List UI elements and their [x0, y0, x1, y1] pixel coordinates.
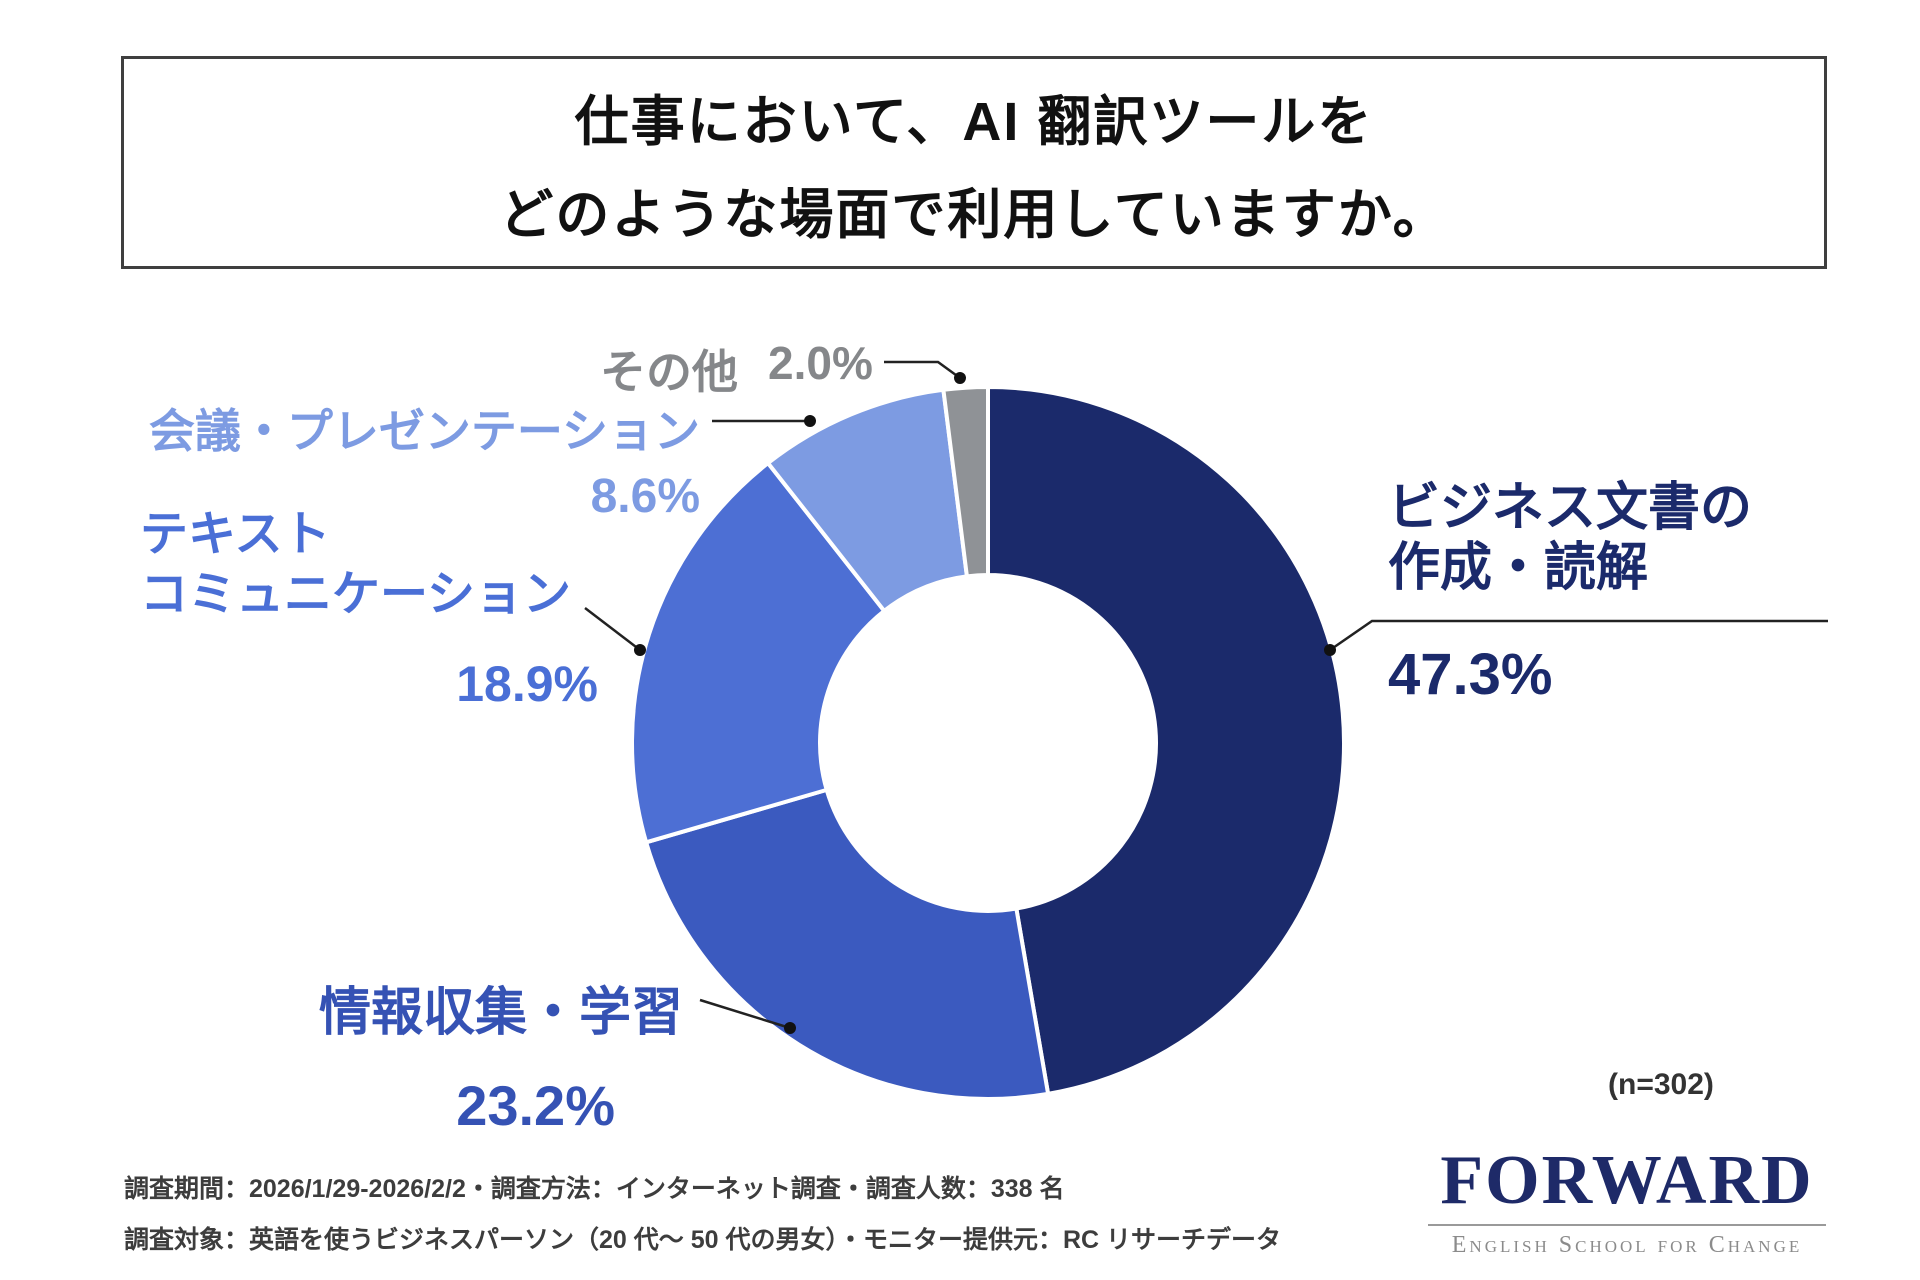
label-other-name: その他 [600, 346, 738, 398]
label-business-docs: ビジネス文書の 作成・読解 47.3% [1388, 478, 1752, 708]
leader-line-text-communication [584, 607, 641, 651]
sample-size-note: (n=302) [1608, 1068, 1714, 1101]
leader-dot-text-communication [634, 644, 646, 656]
label-info-gathering: 情報収集・学習 23.2% [319, 970, 683, 1138]
leader-dot-info [784, 1022, 796, 1034]
label-meeting-presentation-name: 会議・プレゼンテーション [148, 405, 700, 457]
label-business-docs-line2: 作成・読解 [1388, 539, 1649, 598]
donut-segment-2 [630, 461, 887, 845]
label-text-communication-line2: コミュニケーション [140, 568, 572, 621]
leader-line-info [699, 998, 791, 1030]
survey-footnote-line2: 調査対象：英語を使うビジネスパーソン（20 代～ 50 代の男女）・モニター提供… [124, 1226, 1282, 1255]
chart-title-line2: どのような場面で利用していますか。 [499, 184, 1449, 245]
label-text-communication-pct: 18.9% [456, 656, 598, 712]
label-text-communication: テキスト コミュニケーション 18.9% [140, 505, 598, 713]
label-business-docs-pct: 47.3% [1388, 641, 1553, 707]
forward-logo-divider [1428, 1224, 1826, 1226]
forward-logo: FORWARD English School for Change [1428, 1142, 1826, 1259]
label-other-pct: 2.0% [768, 337, 873, 389]
leader-line-other [884, 360, 961, 380]
label-business-docs-line1: ビジネス文書の [1388, 479, 1753, 537]
label-info-gathering-pct: 23.2% [456, 1074, 615, 1137]
donut-segment-0 [986, 385, 1346, 1096]
label-meeting-presentation: 会議・プレゼンテーション 8.6% [140, 395, 700, 524]
survey-footnote-line1: 調査期間：2026/1/29-2026/2/2・調査方法：インターネット調査・調… [124, 1175, 1065, 1203]
leader-dot-business [1324, 644, 1336, 656]
donut-segments [630, 385, 1346, 1101]
chart-title-line1: 仕事において、AI 翻訳ツールを [574, 91, 1374, 152]
forward-logo-tagline: English School for Change [1451, 1232, 1803, 1258]
label-text-communication-line1: テキスト [140, 508, 331, 561]
label-meeting-presentation-pct: 8.6% [590, 470, 700, 523]
leader-line-business [1329, 619, 1828, 652]
title-box: 仕事において、AI 翻訳ツールを どのような場面で利用していますか。 [121, 56, 1827, 269]
survey-footnote: 調査期間：2026/1/29-2026/2/2・調査方法：インターネット調査・調… [124, 1164, 1281, 1267]
leader-dot-other [954, 372, 966, 384]
leader-dot-meeting [804, 415, 816, 427]
donut-segment-4 [941, 385, 990, 579]
leader-lines [584, 360, 1828, 1034]
label-other: その他 2.0% [600, 336, 873, 402]
donut-segment-1 [644, 787, 1051, 1101]
label-info-gathering-name: 情報収集・学習 [319, 984, 684, 1042]
forward-logo-wordmark: FORWARD [1440, 1142, 1814, 1219]
